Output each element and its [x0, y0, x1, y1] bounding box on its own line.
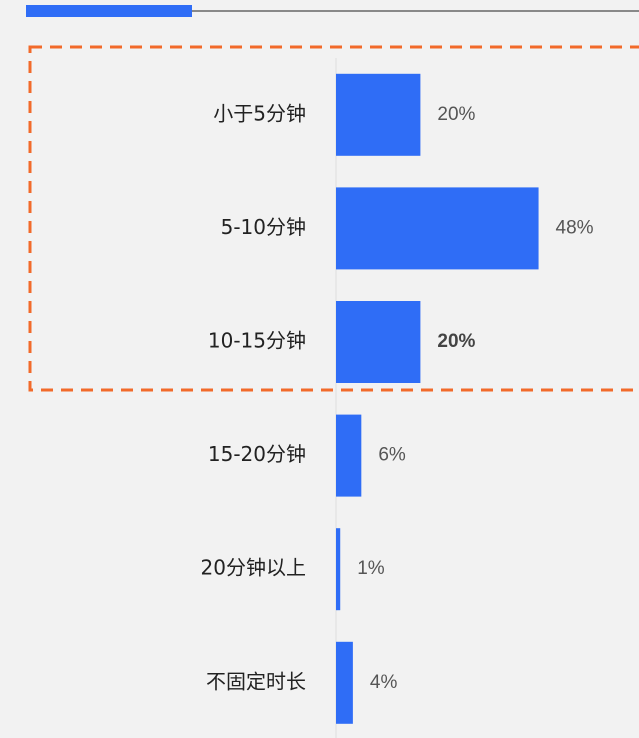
tab-indicator [26, 5, 192, 17]
value-label: 20% [437, 331, 475, 352]
bar [336, 414, 362, 497]
bar [336, 187, 539, 270]
value-label: 4% [370, 672, 398, 693]
bar [336, 641, 353, 724]
category-label: 20分钟以上 [201, 556, 306, 580]
value-label: 6% [378, 445, 406, 466]
bar [336, 73, 421, 156]
bar [336, 528, 341, 611]
category-label: 10-15分钟 [208, 329, 306, 353]
value-label: 48% [556, 217, 594, 238]
category-label: 小于5分钟 [213, 101, 306, 125]
category-label: 不固定时长 [206, 669, 306, 693]
value-label: 1% [357, 558, 385, 579]
category-label: 5-10分钟 [221, 215, 306, 239]
bar [336, 301, 421, 383]
category-label: 15-20分钟 [208, 442, 306, 466]
value-label: 20% [437, 104, 475, 125]
highlight-box [28, 45, 639, 392]
